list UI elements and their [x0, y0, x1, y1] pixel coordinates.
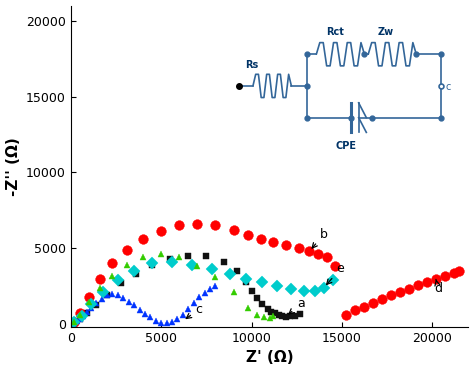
Text: e: e [327, 262, 344, 285]
X-axis label: Z' (Ω): Z' (Ω) [246, 351, 293, 365]
Text: a: a [289, 297, 304, 314]
Text: d: d [434, 279, 442, 295]
Text: b: b [312, 227, 328, 248]
Text: c: c [186, 303, 202, 318]
Y-axis label: -Z'' (Ω): -Z'' (Ω) [6, 137, 20, 196]
